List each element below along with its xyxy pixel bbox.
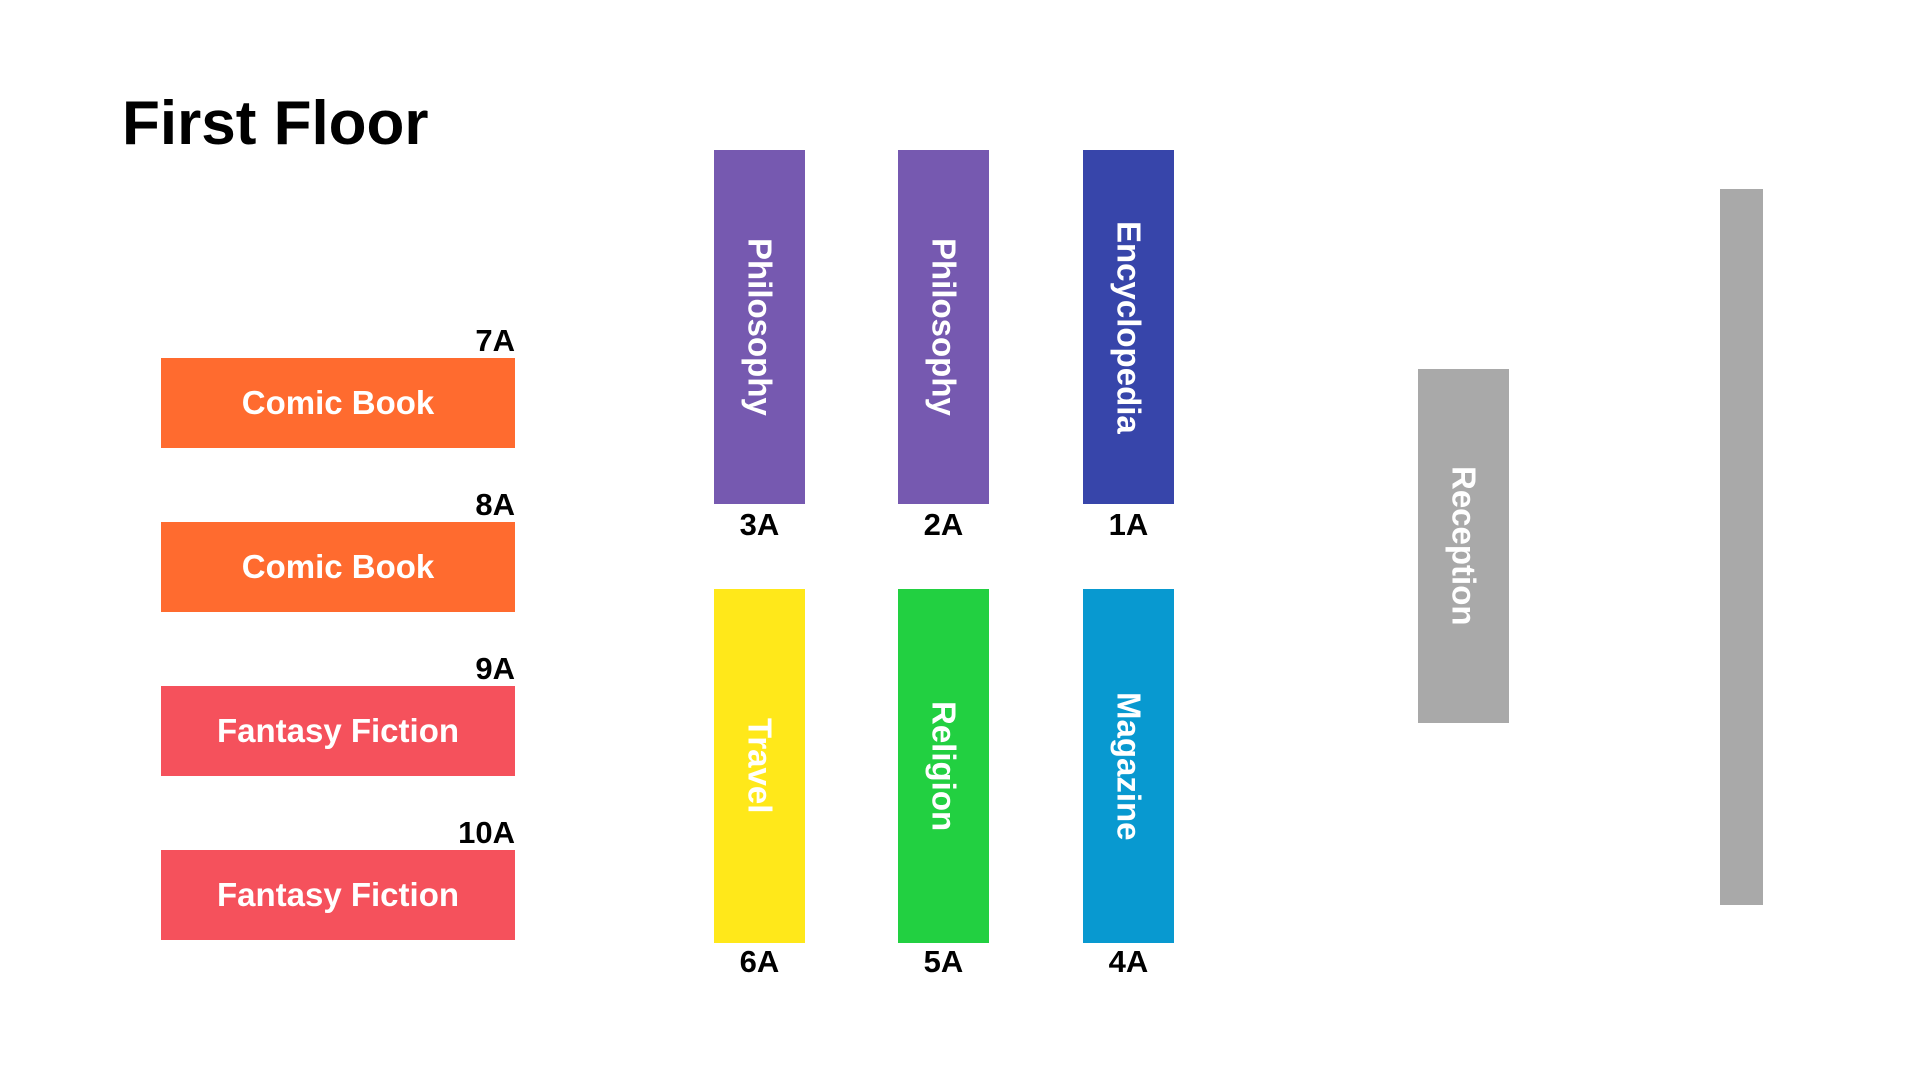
shelf-10a[interactable]: Fantasy Fiction xyxy=(161,850,515,940)
shelf-9a[interactable]: Fantasy Fiction xyxy=(161,686,515,776)
shelf-code-5a: 5A xyxy=(923,944,964,979)
shelf-code-6a: 6A xyxy=(739,944,780,979)
shelf-code-3a: 3A xyxy=(739,507,780,542)
wall xyxy=(1720,189,1763,905)
shelf-code-4a: 4A xyxy=(1108,944,1149,979)
shelf-2a[interactable]: Philosophy xyxy=(898,150,989,504)
shelf-code-1a: 1A xyxy=(1108,507,1149,542)
shelf-label: Encyclopedia xyxy=(1110,220,1148,434)
shelf-label: Religion xyxy=(925,700,963,832)
shelf-code-9a: 9A xyxy=(475,651,515,686)
shelf-1a[interactable]: Encyclopedia xyxy=(1083,150,1174,504)
shelf-label: Comic Book xyxy=(241,548,435,585)
shelf-label: Fantasy Fiction xyxy=(216,712,460,749)
shelf-5a[interactable]: Religion xyxy=(898,589,989,943)
shelf-3a[interactable]: Philosophy xyxy=(714,150,805,504)
shelf-label: Philosophy xyxy=(925,238,963,416)
shelf-4a[interactable]: Magazine xyxy=(1083,589,1174,943)
shelf-7a[interactable]: Comic Book xyxy=(161,358,515,448)
reception-label: Reception xyxy=(1445,466,1483,626)
shelf-label: Comic Book xyxy=(241,384,435,421)
shelf-label: Fantasy Fiction xyxy=(216,876,460,913)
shelf-label: Magazine xyxy=(1110,691,1148,841)
shelf-code-2a: 2A xyxy=(923,507,964,542)
shelf-code-8a: 8A xyxy=(475,487,515,522)
page-title: First Floor xyxy=(122,89,429,158)
shelf-6a[interactable]: Travel xyxy=(714,589,805,943)
shelf-code-7a: 7A xyxy=(475,323,515,358)
shelf-label: Travel xyxy=(741,718,779,814)
shelf-label: Philosophy xyxy=(741,238,779,416)
shelf-code-10a: 10A xyxy=(458,815,515,850)
reception-desk[interactable]: Reception xyxy=(1418,369,1509,723)
shelf-8a[interactable]: Comic Book xyxy=(161,522,515,612)
